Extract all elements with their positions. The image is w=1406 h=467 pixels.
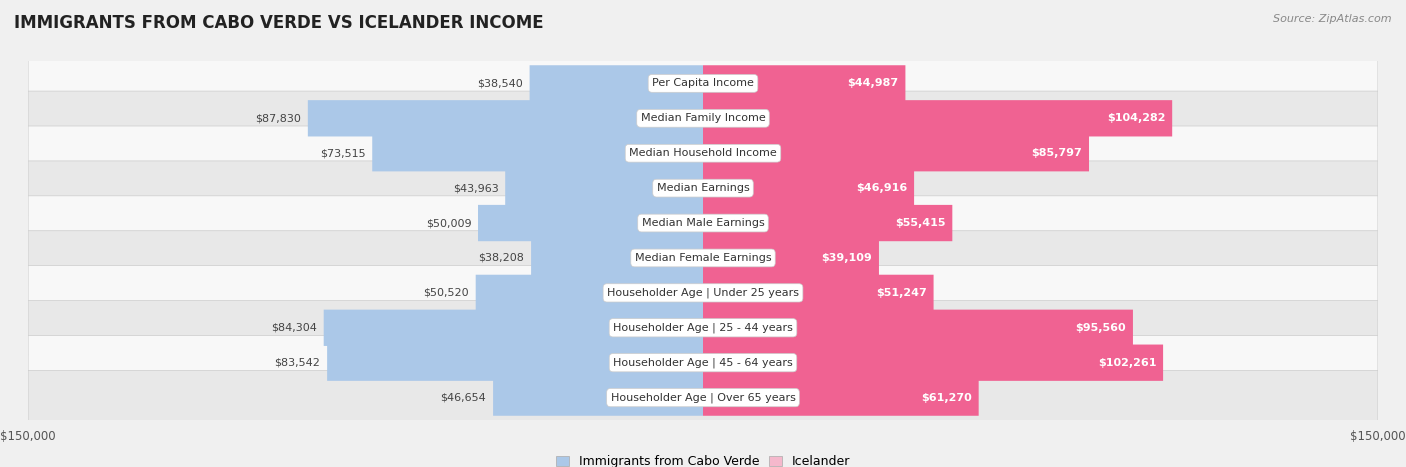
Text: $46,916: $46,916 xyxy=(856,183,907,193)
Text: $83,542: $83,542 xyxy=(274,358,321,368)
FancyBboxPatch shape xyxy=(28,370,1378,425)
Text: $50,520: $50,520 xyxy=(423,288,470,298)
FancyBboxPatch shape xyxy=(703,310,1133,346)
Text: Median Female Earnings: Median Female Earnings xyxy=(634,253,772,263)
Text: $61,270: $61,270 xyxy=(921,393,972,403)
Text: $73,515: $73,515 xyxy=(321,148,366,158)
FancyBboxPatch shape xyxy=(323,310,703,346)
Text: $102,261: $102,261 xyxy=(1098,358,1156,368)
FancyBboxPatch shape xyxy=(28,196,1378,250)
FancyBboxPatch shape xyxy=(531,240,703,276)
Text: $85,797: $85,797 xyxy=(1032,148,1083,158)
FancyBboxPatch shape xyxy=(373,135,703,171)
FancyBboxPatch shape xyxy=(703,100,1173,136)
FancyBboxPatch shape xyxy=(703,170,914,206)
Text: Median Family Income: Median Family Income xyxy=(641,113,765,123)
Text: Householder Age | Over 65 years: Householder Age | Over 65 years xyxy=(610,392,796,403)
Text: $95,560: $95,560 xyxy=(1076,323,1126,333)
Text: $44,987: $44,987 xyxy=(848,78,898,88)
FancyBboxPatch shape xyxy=(28,335,1378,390)
FancyBboxPatch shape xyxy=(703,380,979,416)
FancyBboxPatch shape xyxy=(328,345,703,381)
Text: Per Capita Income: Per Capita Income xyxy=(652,78,754,88)
FancyBboxPatch shape xyxy=(28,231,1378,285)
Text: $51,247: $51,247 xyxy=(876,288,927,298)
Text: Householder Age | Under 25 years: Householder Age | Under 25 years xyxy=(607,288,799,298)
FancyBboxPatch shape xyxy=(703,205,952,241)
Text: Median Household Income: Median Household Income xyxy=(628,148,778,158)
Text: Householder Age | 25 - 44 years: Householder Age | 25 - 44 years xyxy=(613,323,793,333)
FancyBboxPatch shape xyxy=(703,135,1090,171)
FancyBboxPatch shape xyxy=(703,65,905,101)
FancyBboxPatch shape xyxy=(530,65,703,101)
Legend: Immigrants from Cabo Verde, Icelander: Immigrants from Cabo Verde, Icelander xyxy=(555,455,851,467)
FancyBboxPatch shape xyxy=(28,266,1378,320)
Text: $39,109: $39,109 xyxy=(821,253,872,263)
Text: $55,415: $55,415 xyxy=(896,218,946,228)
Text: $50,009: $50,009 xyxy=(426,218,471,228)
FancyBboxPatch shape xyxy=(475,275,703,311)
Text: $38,540: $38,540 xyxy=(477,78,523,88)
Text: $38,208: $38,208 xyxy=(478,253,524,263)
FancyBboxPatch shape xyxy=(703,240,879,276)
FancyBboxPatch shape xyxy=(28,301,1378,355)
Text: Householder Age | 45 - 64 years: Householder Age | 45 - 64 years xyxy=(613,357,793,368)
Text: $104,282: $104,282 xyxy=(1107,113,1166,123)
FancyBboxPatch shape xyxy=(28,161,1378,215)
Text: IMMIGRANTS FROM CABO VERDE VS ICELANDER INCOME: IMMIGRANTS FROM CABO VERDE VS ICELANDER … xyxy=(14,14,544,32)
FancyBboxPatch shape xyxy=(703,345,1163,381)
Text: $84,304: $84,304 xyxy=(271,323,316,333)
Text: $46,654: $46,654 xyxy=(440,393,486,403)
FancyBboxPatch shape xyxy=(28,56,1378,111)
Text: Median Male Earnings: Median Male Earnings xyxy=(641,218,765,228)
FancyBboxPatch shape xyxy=(478,205,703,241)
Text: $43,963: $43,963 xyxy=(453,183,499,193)
FancyBboxPatch shape xyxy=(308,100,703,136)
FancyBboxPatch shape xyxy=(505,170,703,206)
FancyBboxPatch shape xyxy=(703,275,934,311)
Text: $87,830: $87,830 xyxy=(256,113,301,123)
FancyBboxPatch shape xyxy=(28,126,1378,180)
Text: Source: ZipAtlas.com: Source: ZipAtlas.com xyxy=(1274,14,1392,24)
FancyBboxPatch shape xyxy=(494,380,703,416)
FancyBboxPatch shape xyxy=(28,91,1378,146)
Text: Median Earnings: Median Earnings xyxy=(657,183,749,193)
